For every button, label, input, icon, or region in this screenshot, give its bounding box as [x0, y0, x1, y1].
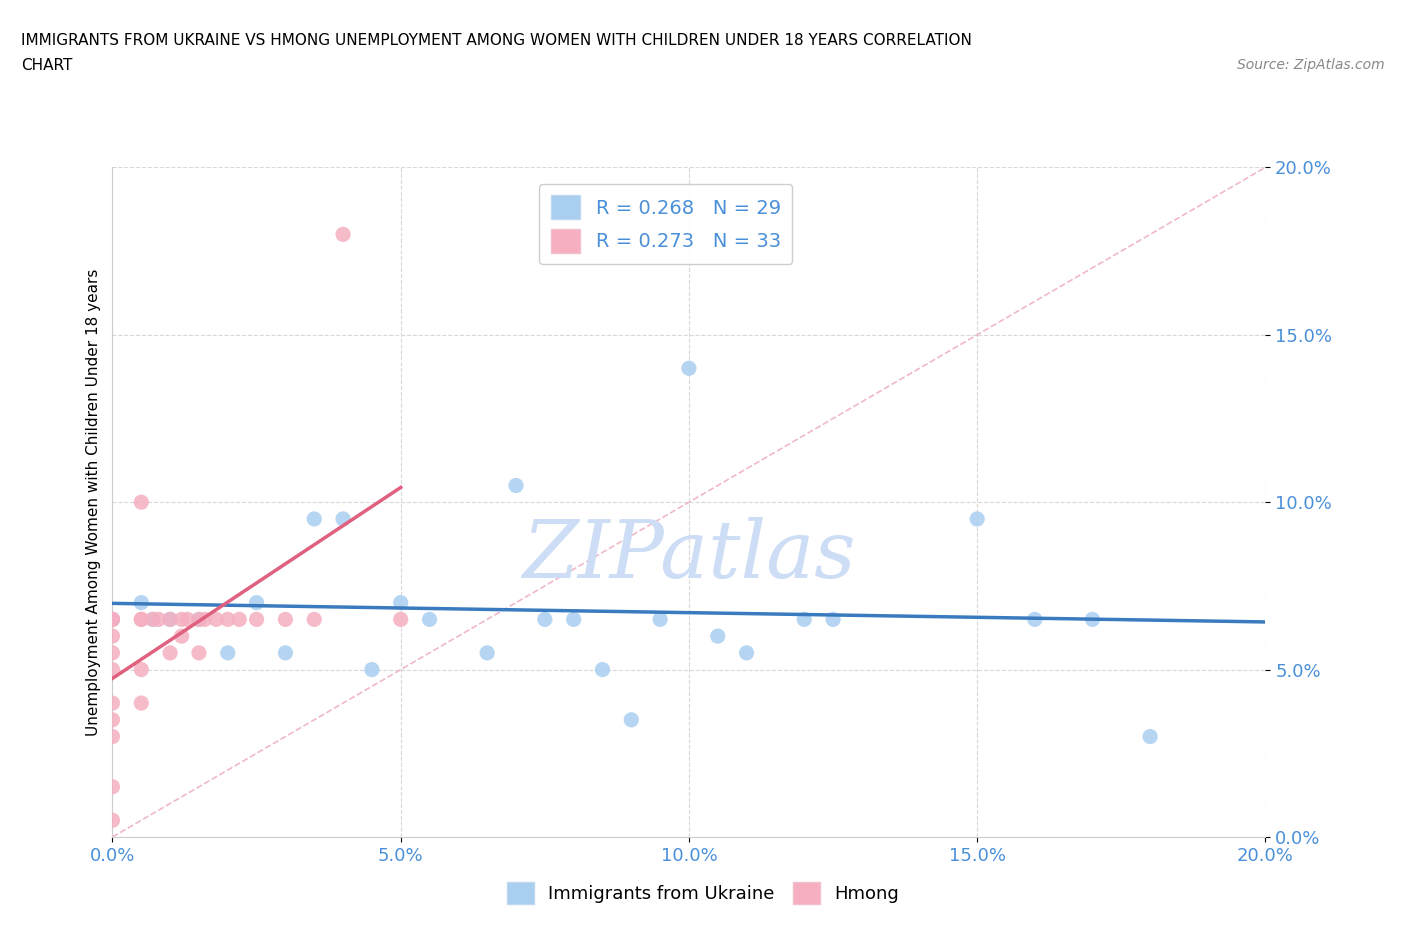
- Point: [129, 662, 153, 677]
- Point: [101, 813, 124, 828]
- Point: [274, 612, 297, 627]
- Legend: Immigrants from Ukraine, Hmong: Immigrants from Ukraine, Hmong: [499, 875, 907, 911]
- Point: [176, 612, 198, 627]
- Point: [1139, 729, 1161, 744]
- Point: [159, 612, 181, 627]
- Point: [101, 612, 124, 627]
- Point: [217, 612, 239, 627]
- Point: [228, 612, 250, 627]
- Point: [101, 779, 124, 794]
- Point: [735, 645, 758, 660]
- Point: [389, 612, 412, 627]
- Text: IMMIGRANTS FROM UKRAINE VS HMONG UNEMPLOYMENT AMONG WOMEN WITH CHILDREN UNDER 18: IMMIGRANTS FROM UKRAINE VS HMONG UNEMPLO…: [21, 33, 972, 47]
- Point: [1024, 612, 1046, 627]
- Point: [188, 612, 211, 627]
- Point: [505, 478, 527, 493]
- Point: [592, 662, 614, 677]
- Point: [245, 612, 267, 627]
- Point: [648, 612, 672, 627]
- Point: [304, 612, 326, 627]
- Point: [188, 612, 211, 627]
- Point: [101, 629, 124, 644]
- Point: [332, 512, 354, 526]
- Point: [194, 612, 217, 627]
- Point: [304, 512, 326, 526]
- Point: [142, 612, 165, 627]
- Point: [620, 712, 643, 727]
- Point: [101, 729, 124, 744]
- Point: [159, 645, 181, 660]
- Text: Source: ZipAtlas.com: Source: ZipAtlas.com: [1237, 58, 1385, 72]
- Point: [142, 612, 165, 627]
- Point: [101, 696, 124, 711]
- Point: [274, 645, 297, 660]
- Point: [332, 227, 354, 242]
- Point: [188, 645, 211, 660]
- Point: [129, 595, 153, 610]
- Point: [205, 612, 228, 627]
- Point: [793, 612, 815, 627]
- Point: [101, 612, 124, 627]
- Point: [419, 612, 441, 627]
- Point: [821, 612, 844, 627]
- Text: ZIPatlas: ZIPatlas: [522, 517, 856, 594]
- Legend: R = 0.268   N = 29, R = 0.273   N = 33: R = 0.268 N = 29, R = 0.273 N = 33: [540, 184, 793, 264]
- Point: [101, 712, 124, 727]
- Point: [245, 595, 267, 610]
- Point: [129, 612, 153, 627]
- Point: [533, 612, 555, 627]
- Point: [1081, 612, 1104, 627]
- Point: [562, 612, 585, 627]
- Y-axis label: Unemployment Among Women with Children Under 18 years: Unemployment Among Women with Children U…: [86, 269, 101, 736]
- Point: [159, 612, 181, 627]
- Text: CHART: CHART: [21, 58, 73, 73]
- Point: [129, 696, 153, 711]
- Point: [170, 612, 193, 627]
- Point: [360, 662, 382, 677]
- Point: [148, 612, 170, 627]
- Point: [678, 361, 700, 376]
- Point: [101, 612, 124, 627]
- Point: [129, 612, 153, 627]
- Point: [475, 645, 498, 660]
- Point: [170, 629, 193, 644]
- Point: [101, 662, 124, 677]
- Point: [389, 595, 412, 610]
- Point: [129, 495, 153, 510]
- Point: [101, 645, 124, 660]
- Point: [966, 512, 988, 526]
- Point: [706, 629, 728, 644]
- Point: [217, 645, 239, 660]
